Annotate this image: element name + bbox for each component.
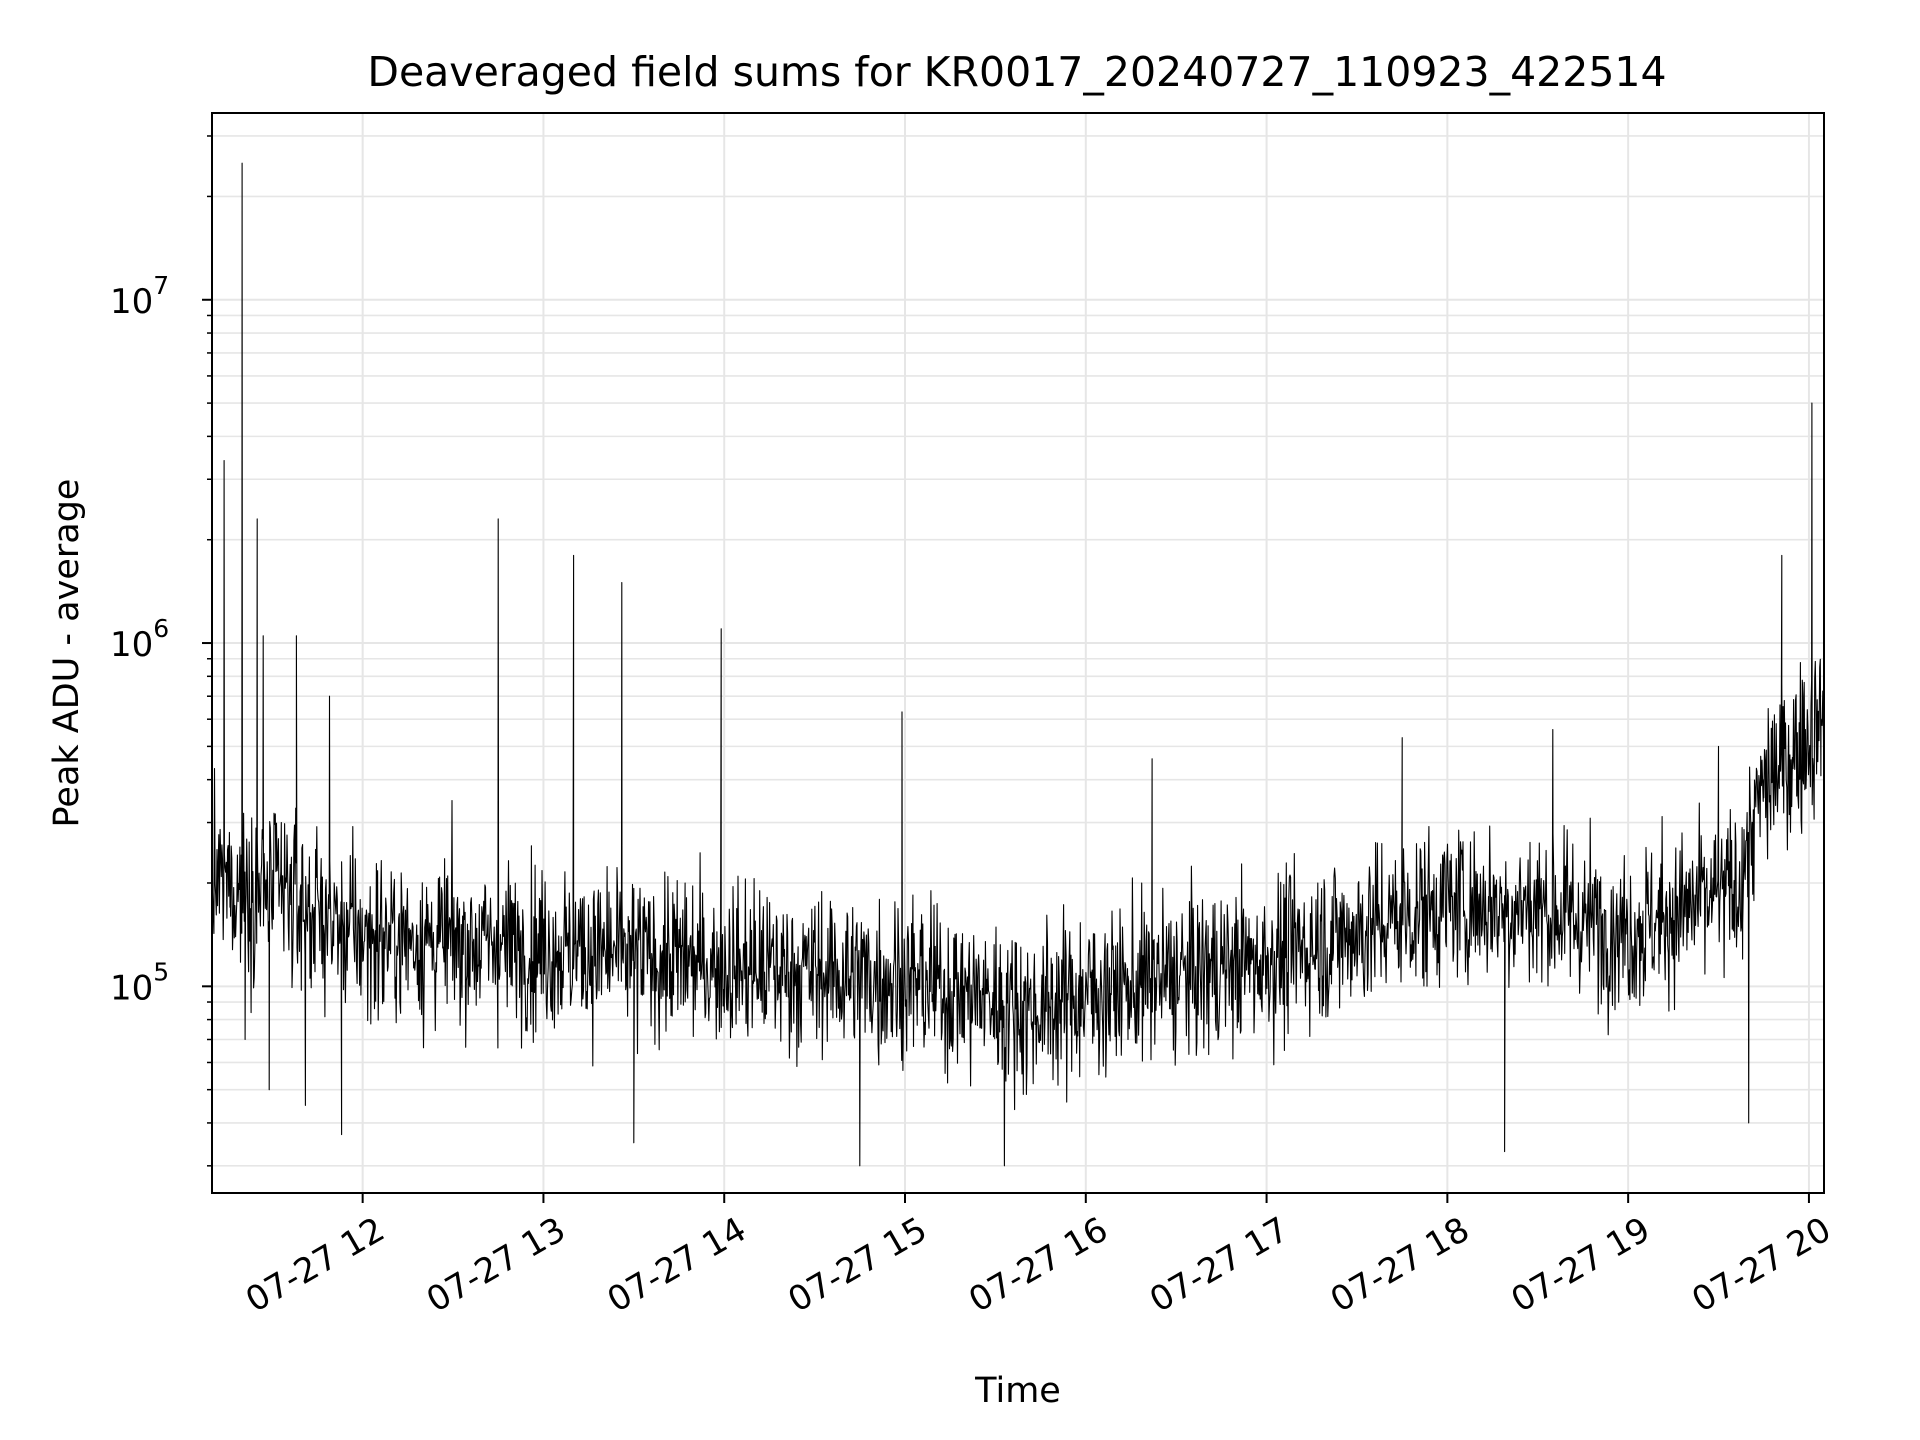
y-tick-label-base: 10 bbox=[110, 282, 153, 322]
grid bbox=[212, 113, 1824, 1193]
y-axis-label: Peak ADU - average bbox=[47, 479, 87, 828]
y-tick-label: 107 bbox=[110, 271, 169, 322]
y-tick-label: 106 bbox=[110, 614, 169, 665]
x-axis-label: Time bbox=[974, 1371, 1061, 1411]
y-tick-label-exponent: 7 bbox=[153, 271, 169, 300]
chart-title: Deaveraged field sums for KR0017_2024072… bbox=[367, 48, 1666, 96]
plot-frame bbox=[211, 112, 1825, 1194]
y-tick-label-exponent: 6 bbox=[153, 614, 169, 643]
series-line-layer bbox=[211, 162, 1825, 1167]
y-tick-label: 105 bbox=[110, 957, 169, 1008]
series-line bbox=[211, 162, 1825, 1167]
y-tick-label-base: 10 bbox=[110, 625, 153, 665]
y-tick-label-base: 10 bbox=[110, 968, 153, 1008]
y-tick-label-exponent: 5 bbox=[153, 957, 169, 986]
ticks bbox=[202, 135, 1810, 1203]
